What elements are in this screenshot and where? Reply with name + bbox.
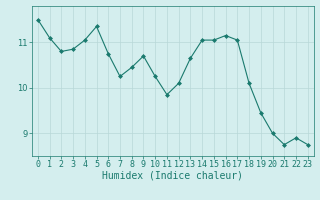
X-axis label: Humidex (Indice chaleur): Humidex (Indice chaleur) — [102, 171, 243, 181]
